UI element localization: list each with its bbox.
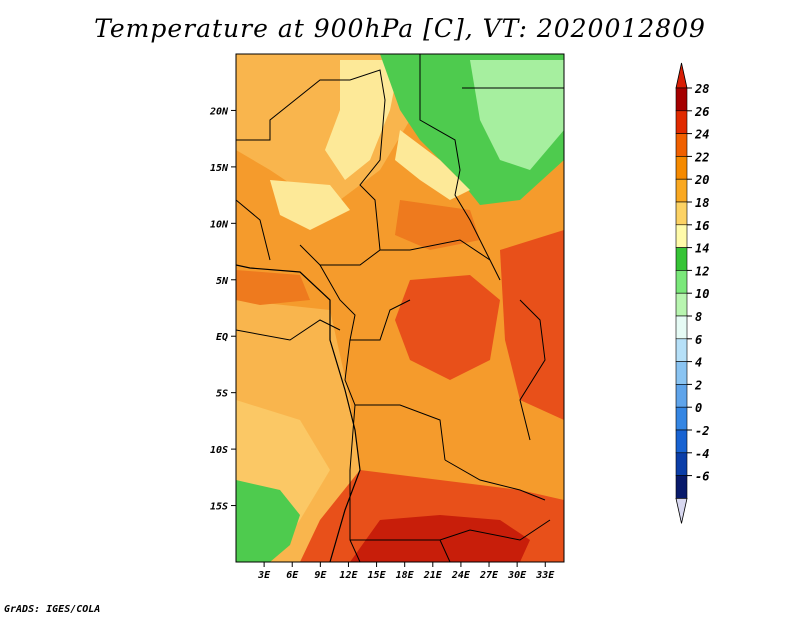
colorbar-label: 2 (694, 378, 702, 392)
lon-tick-label: 33E (535, 570, 555, 581)
colorbar-swatch (675, 429, 688, 454)
colorbar-swatch (675, 361, 688, 385)
colorbar-label: 28 (694, 82, 709, 96)
lat-tick-label: 15N (210, 163, 229, 174)
grads-credit: GrADS: IGES/COLA (4, 604, 101, 615)
colorbar-swatch (675, 292, 688, 317)
lon-tick-label: 6E (286, 570, 299, 581)
colorbar-label: 6 (695, 333, 702, 347)
lon-tick-label: 9E (314, 570, 327, 581)
colorbar-swatch (675, 406, 688, 431)
lon-tick-label: 30E (507, 570, 527, 581)
lat-tick-label: 10N (210, 219, 229, 230)
colorbar-label: -6 (695, 470, 709, 484)
colorbar-swatch (675, 87, 688, 112)
colorbar-swatch (675, 270, 688, 294)
colorbar-label: 18 (695, 196, 709, 210)
colorbar-swatch (675, 178, 688, 203)
colorbar-label: 14 (695, 242, 709, 256)
colorbar-label: 26 (694, 105, 709, 119)
lat-tick-label: EQ (216, 332, 228, 343)
lat-tick-label: 5N (216, 276, 229, 287)
colorbar-label: -2 (695, 424, 709, 438)
colorbar-swatch (675, 315, 688, 340)
colorbar-label: 12 (695, 264, 709, 278)
colorbar-swatch (675, 338, 688, 362)
colorbar-swatch (675, 452, 688, 476)
colorbar-swatch (675, 224, 688, 248)
colorbar-swatch (675, 475, 688, 499)
colorbar-label: 20 (694, 173, 709, 187)
lon-tick-label: 24E (451, 570, 471, 581)
lon-tick-label: 3E (257, 570, 271, 581)
colorbar-label: 10 (695, 287, 709, 301)
colorbar-bottom-triangle (675, 498, 688, 524)
colorbar-label: 4 (695, 356, 702, 370)
lon-tick-label: 27E (479, 570, 499, 581)
colorbar-swatch (675, 133, 688, 157)
colorbar-swatch (675, 110, 688, 134)
lon-tick-label: 21E (423, 570, 443, 581)
lon-tick-label: 12E (339, 570, 358, 581)
colorbar-label: 16 (695, 219, 709, 233)
lat-tick-label: 20N (209, 106, 229, 117)
colorbar-label: -4 (695, 447, 709, 461)
lat-tick-label: 15S (210, 502, 228, 513)
colorbar-top-triangle (675, 62, 688, 89)
chart-title: Temperature at 900hPa [C], VT: 202001280… (94, 14, 706, 43)
colorbar-swatch (675, 247, 688, 271)
colorbar-label: 0 (695, 401, 702, 415)
lon-tick-label: 18E (396, 570, 415, 581)
colorbar-swatch (675, 384, 688, 408)
colorbar-label: 24 (694, 128, 709, 142)
lat-tick-label: 5S (216, 389, 228, 400)
colorbar-label: 8 (695, 310, 702, 324)
colorbar-swatch (675, 201, 688, 226)
lon-tick-label: 15E (368, 570, 387, 581)
colorbar-swatch (675, 156, 688, 180)
lat-tick-label: 10S (210, 445, 228, 456)
colorbar-label: 22 (694, 150, 709, 164)
